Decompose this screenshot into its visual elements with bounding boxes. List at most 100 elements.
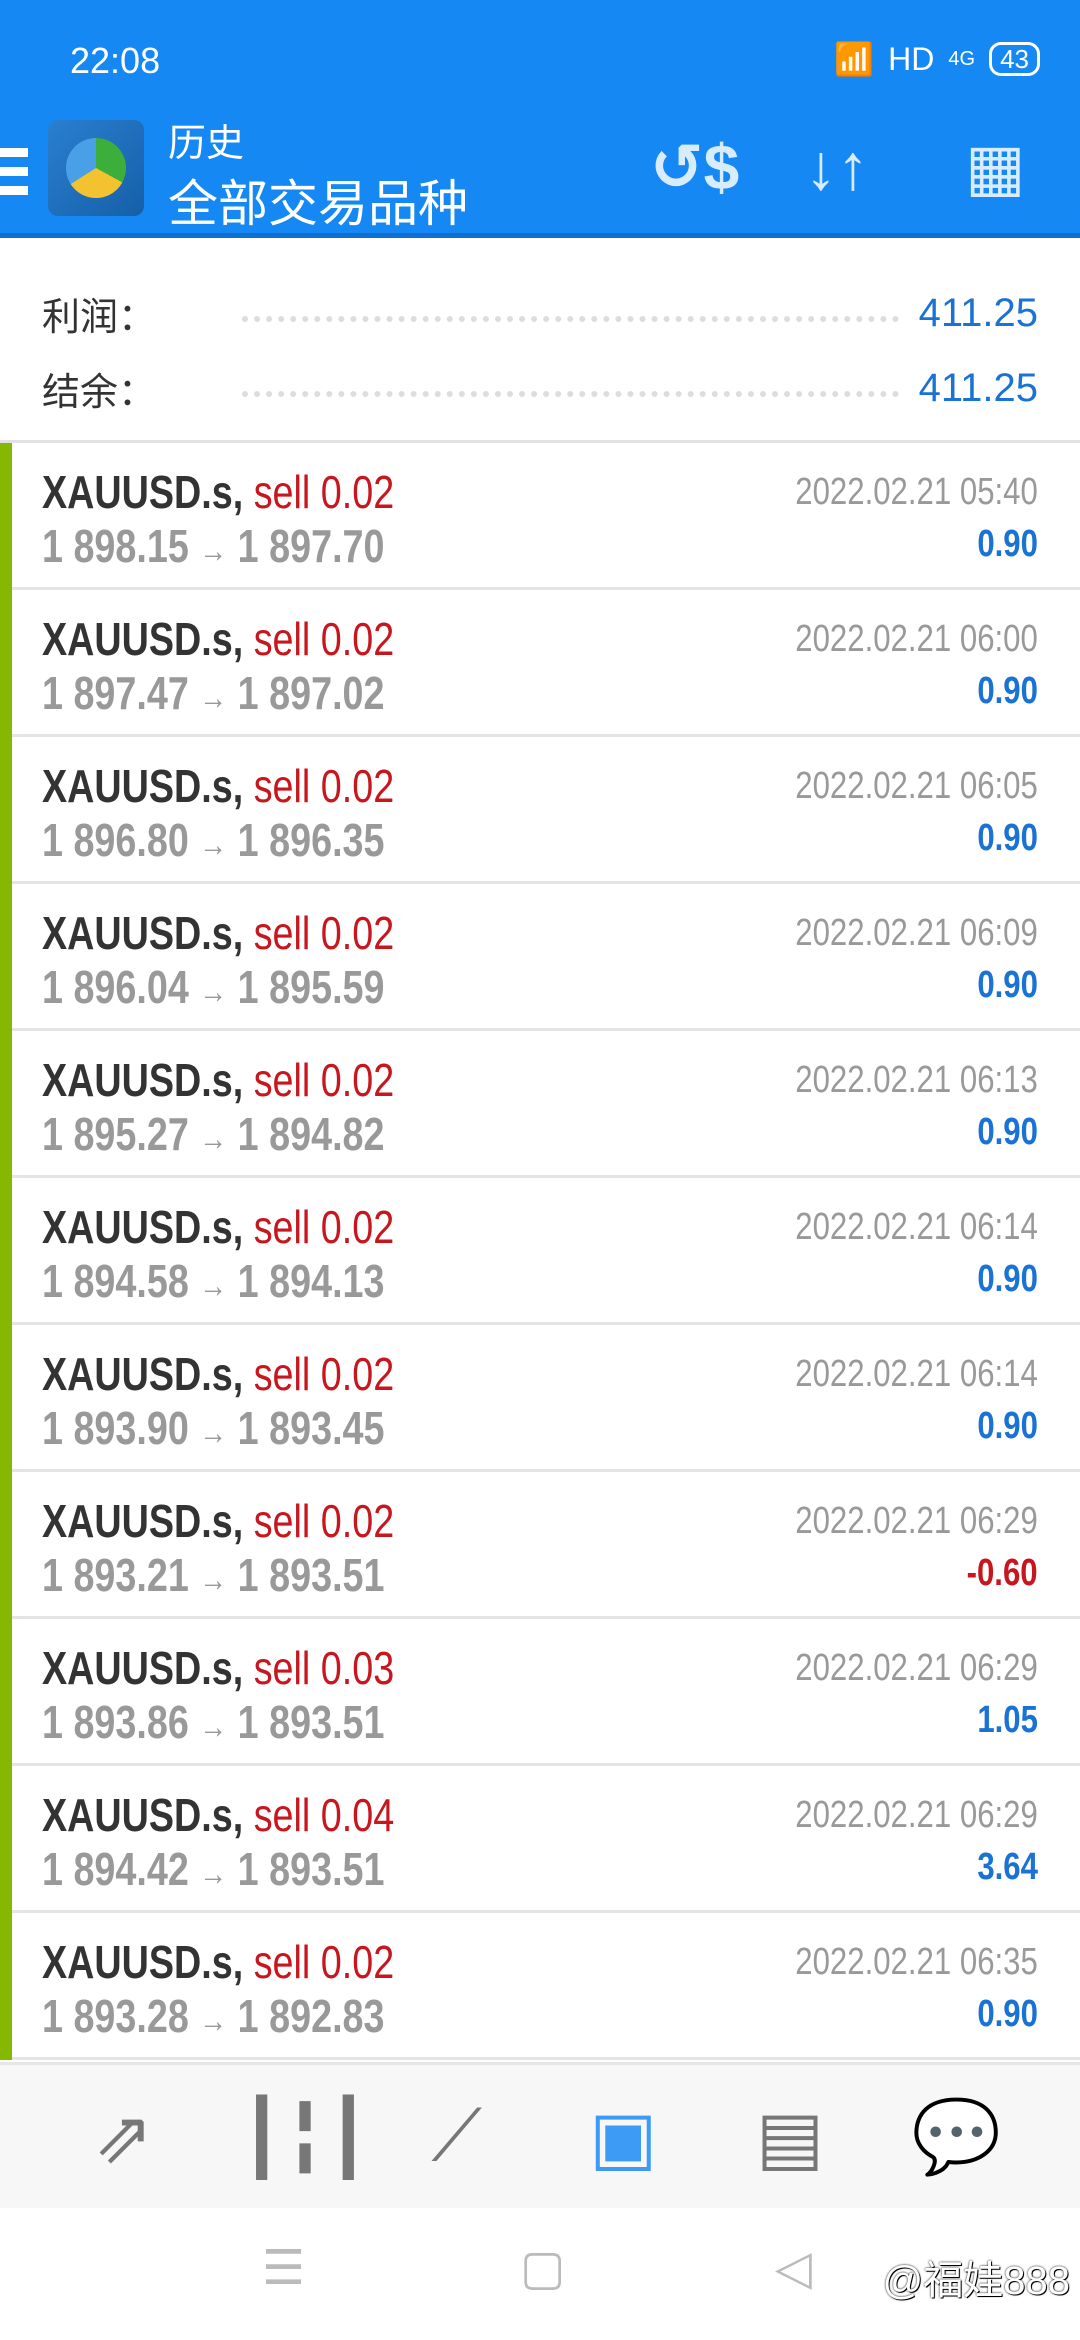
trade-profit: 3.64	[977, 1846, 1038, 1888]
trade-time: 2022.02.21 06:29	[795, 1647, 1038, 1689]
trade-time: 2022.02.21 05:40	[795, 471, 1038, 513]
trade-row[interactable]: XAUUSD.s, sell 0.02 1 893.21 → 1 893.51 …	[0, 1472, 1080, 1619]
trade-type: sell 0.02	[253, 1936, 395, 1988]
trade-time: 2022.02.21 06:14	[795, 1353, 1038, 1395]
trade-row[interactable]: XAUUSD.s, sell 0.02 1 893.90 → 1 893.45 …	[0, 1325, 1080, 1472]
open-price: 1 895.27	[42, 1108, 189, 1160]
close-price: 1 896.35	[237, 814, 385, 866]
trade-side-bar	[0, 884, 12, 1031]
quotes-icon[interactable]: ⇗	[93, 2097, 154, 2178]
trade-symbol: XAUUSD.s,	[42, 466, 244, 518]
home-button[interactable]: ▢	[520, 2242, 566, 2295]
trade-row[interactable]: XAUUSD.s, sell 0.02 1 896.04 → 1 895.59 …	[0, 884, 1080, 1031]
trade-symbol: XAUUSD.s,	[42, 1054, 244, 1106]
open-price: 1 894.42	[42, 1843, 189, 1895]
trade-type: sell 0.03	[253, 1642, 395, 1694]
open-price: 1 894.58	[42, 1255, 189, 1307]
open-price: 1 896.80	[42, 814, 189, 866]
battery-icon: 43	[989, 42, 1040, 76]
trade-symbol: XAUUSD.s,	[42, 1642, 244, 1694]
news-icon[interactable]: ▤	[755, 2097, 824, 2178]
trade-row[interactable]: XAUUSD.s, sell 0.03 1 893.86 → 1 893.51 …	[0, 1619, 1080, 1766]
balance-value: 411.25	[918, 365, 1038, 410]
trade-profit: 0.90	[977, 670, 1038, 712]
trade-time: 2022.02.21 06:00	[795, 618, 1038, 660]
arrow-icon: →	[199, 1414, 228, 1452]
trade-row[interactable]: XAUUSD.s, sell 0.04 1 894.42 → 1 893.51 …	[0, 1766, 1080, 1913]
trade-row[interactable]: XAUUSD.s, sell 0.02 1 898.15 → 1 897.70 …	[0, 443, 1080, 590]
close-price: 1 892.83	[237, 1990, 385, 2042]
signal-icon: 4G	[948, 47, 976, 70]
trade-symbol: XAUUSD.s,	[42, 760, 244, 812]
arrow-icon: →	[199, 1267, 228, 1305]
symbol-filter[interactable]: 全部交易品种	[168, 176, 468, 232]
currency-exchange-icon[interactable]: ↺$	[650, 131, 740, 203]
trade-row[interactable]: XAUUSD.s, sell 0.02 1 893.28 → 1 892.83 …	[0, 1913, 1080, 2060]
trade-row[interactable]: XAUUSD.s, sell 0.02 1 894.58 → 1 894.13 …	[0, 1178, 1080, 1325]
trade-symbol: XAUUSD.s,	[42, 1936, 244, 1988]
arrow-icon: →	[199, 679, 228, 717]
trade-side-bar	[0, 1766, 12, 1913]
arrow-icon: →	[199, 1120, 228, 1158]
trade-side-bar	[0, 737, 12, 884]
trade-symbol: XAUUSD.s,	[42, 907, 244, 959]
trade-profit: 0.90	[977, 1258, 1038, 1300]
arrow-icon: →	[199, 973, 228, 1011]
trade-type: sell 0.02	[253, 760, 395, 812]
summary-panel: 利润： 411.25 结余： 411.25	[0, 238, 1080, 443]
trade-side-bar	[0, 1472, 12, 1619]
profit-label: 利润：	[42, 296, 157, 339]
trade-time: 2022.02.21 06:05	[795, 765, 1038, 807]
chat-icon[interactable]: 💬	[911, 2097, 1002, 2177]
arrow-icon: →	[199, 826, 228, 864]
network-label: HD	[888, 40, 935, 77]
history-inbox-icon[interactable]: ▣	[589, 2097, 658, 2178]
close-price: 1 897.02	[237, 667, 385, 719]
trade-type: sell 0.02	[253, 1495, 395, 1547]
trade-symbol: XAUUSD.s,	[42, 1495, 244, 1547]
trade-symbol: XAUUSD.s,	[42, 1789, 244, 1841]
trade-time: 2022.02.21 06:14	[795, 1206, 1038, 1248]
trade-symbol: XAUUSD.s,	[42, 1348, 244, 1400]
trade-profit: 0.90	[977, 1111, 1038, 1153]
menu-icon[interactable]	[0, 148, 28, 205]
trade-profit: -0.60	[966, 1552, 1038, 1594]
trade-profit: 1.05	[977, 1699, 1038, 1741]
trade-side-bar	[0, 1031, 12, 1178]
calendar-icon[interactable]: ▦	[965, 131, 1026, 203]
open-price: 1 893.90	[42, 1402, 189, 1454]
status-bar: 22:08 📶 HD 4G 43	[70, 40, 1040, 90]
trade-profit: 0.90	[977, 1405, 1038, 1447]
close-price: 1 895.59	[237, 961, 385, 1013]
trade-time: 2022.02.21 06:29	[795, 1794, 1038, 1836]
trade-row[interactable]: XAUUSD.s, sell 0.02 1 897.47 → 1 897.02 …	[0, 590, 1080, 737]
trade-side-bar	[0, 443, 12, 590]
open-price: 1 893.86	[42, 1696, 189, 1748]
trade-side-bar	[0, 1619, 12, 1766]
trade-time: 2022.02.21 06:35	[795, 1941, 1038, 1983]
close-price: 1 894.13	[237, 1255, 385, 1307]
back-button[interactable]: ◁	[775, 2242, 812, 2295]
trade-time: 2022.02.21 06:13	[795, 1059, 1038, 1101]
open-price: 1 893.28	[42, 1990, 189, 2042]
close-price: 1 893.51	[237, 1843, 385, 1895]
arrow-icon: →	[199, 1855, 228, 1893]
balance-label: 结余：	[42, 371, 157, 414]
watermark: @福娃888	[882, 2259, 1070, 2303]
trade-profit: 0.90	[977, 1993, 1038, 2035]
page-title: 历史	[168, 123, 245, 165]
trade-time: 2022.02.21 06:29	[795, 1500, 1038, 1542]
recent-apps-button[interactable]: ☰	[262, 2242, 306, 2295]
trade-row[interactable]: XAUUSD.s, sell 0.02 1 895.27 → 1 894.82 …	[0, 1031, 1080, 1178]
trade-type: sell 0.04	[253, 1789, 395, 1841]
mt4-logo[interactable]	[48, 120, 144, 216]
trade-icon[interactable]: ⟋	[431, 2095, 482, 2176]
trade-type: sell 0.02	[253, 1201, 395, 1253]
trade-type: sell 0.02	[253, 1054, 395, 1106]
trade-side-bar	[0, 1325, 12, 1472]
chart-candles-icon[interactable]: ┃╏┃	[239, 2097, 371, 2178]
sort-icon[interactable]: ↓↑	[805, 131, 869, 203]
trade-type: sell 0.02	[253, 1348, 395, 1400]
trade-row[interactable]: XAUUSD.s, sell 0.02 1 896.80 → 1 896.35 …	[0, 737, 1080, 884]
trade-symbol: XAUUSD.s,	[42, 613, 244, 665]
